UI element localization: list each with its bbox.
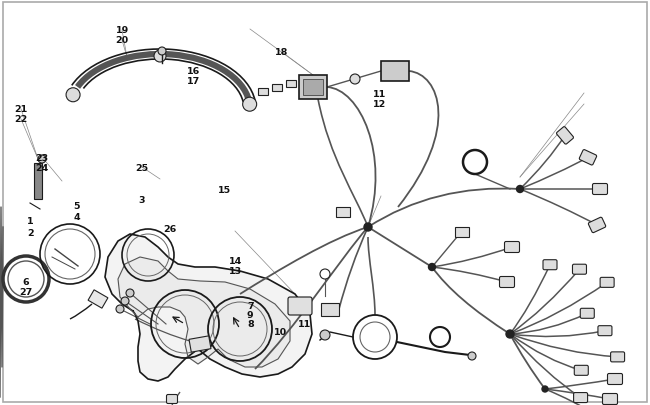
Circle shape	[116, 305, 124, 313]
Text: 27: 27	[20, 287, 32, 296]
Text: 4: 4	[73, 212, 80, 221]
Bar	[189, 336, 211, 352]
Text: 26: 26	[164, 224, 177, 233]
Text: 1: 1	[27, 216, 34, 225]
FancyBboxPatch shape	[610, 352, 625, 362]
FancyBboxPatch shape	[598, 326, 612, 336]
Text: 23: 23	[36, 153, 49, 162]
Text: 22: 22	[14, 115, 27, 124]
Text: 16: 16	[187, 66, 200, 75]
Polygon shape	[105, 234, 312, 381]
FancyBboxPatch shape	[543, 260, 557, 270]
Circle shape	[428, 264, 436, 271]
Circle shape	[517, 186, 523, 193]
Circle shape	[126, 289, 134, 297]
Bar	[272, 84, 282, 91]
Bar	[381, 62, 409, 82]
Text: 9: 9	[247, 311, 254, 320]
FancyBboxPatch shape	[573, 264, 586, 275]
Circle shape	[364, 224, 372, 231]
Text: 13: 13	[229, 266, 242, 275]
FancyBboxPatch shape	[499, 277, 515, 288]
FancyBboxPatch shape	[593, 184, 608, 195]
Circle shape	[158, 48, 166, 56]
Bar	[258, 88, 268, 95]
FancyBboxPatch shape	[600, 278, 614, 288]
Bar	[299, 76, 327, 100]
Circle shape	[66, 89, 80, 102]
Text: 2: 2	[27, 228, 34, 237]
FancyBboxPatch shape	[580, 309, 594, 318]
Text: 19: 19	[116, 26, 129, 35]
Text: 8: 8	[247, 320, 254, 328]
Bar	[34, 164, 42, 200]
FancyBboxPatch shape	[556, 127, 573, 145]
Text: 17: 17	[187, 77, 200, 85]
Text: 18: 18	[276, 48, 289, 57]
Text: 11: 11	[373, 90, 386, 98]
Text: 11: 11	[298, 320, 311, 328]
Text: 15: 15	[218, 186, 231, 195]
FancyBboxPatch shape	[166, 394, 177, 403]
Circle shape	[320, 330, 330, 340]
Text: 20: 20	[116, 36, 129, 45]
Text: 5: 5	[73, 201, 80, 210]
FancyBboxPatch shape	[575, 365, 588, 375]
FancyBboxPatch shape	[579, 150, 597, 166]
Bar	[336, 207, 350, 217]
Text: 14: 14	[229, 256, 242, 265]
FancyBboxPatch shape	[588, 217, 606, 233]
Bar	[303, 80, 323, 96]
FancyBboxPatch shape	[573, 392, 588, 403]
Text: 25: 25	[135, 164, 148, 173]
Circle shape	[320, 269, 330, 279]
Circle shape	[542, 386, 548, 392]
FancyBboxPatch shape	[608, 373, 623, 385]
Bar	[88, 290, 108, 309]
Polygon shape	[118, 257, 290, 367]
Circle shape	[38, 156, 46, 164]
Circle shape	[242, 98, 257, 112]
Text: 6: 6	[23, 277, 29, 286]
Bar	[455, 228, 469, 237]
Circle shape	[154, 51, 166, 63]
Bar	[321, 303, 339, 316]
Text: 3: 3	[138, 196, 145, 205]
Text: 10: 10	[274, 327, 287, 336]
Text: 21: 21	[14, 105, 27, 114]
Bar	[286, 80, 296, 87]
FancyBboxPatch shape	[504, 242, 519, 253]
FancyBboxPatch shape	[603, 394, 618, 405]
FancyBboxPatch shape	[288, 297, 312, 315]
Text: 12: 12	[373, 100, 386, 109]
Circle shape	[468, 352, 476, 360]
Text: 7: 7	[247, 301, 254, 310]
Text: 24: 24	[36, 164, 49, 173]
Circle shape	[506, 330, 514, 338]
Circle shape	[350, 75, 360, 85]
Circle shape	[121, 297, 129, 305]
